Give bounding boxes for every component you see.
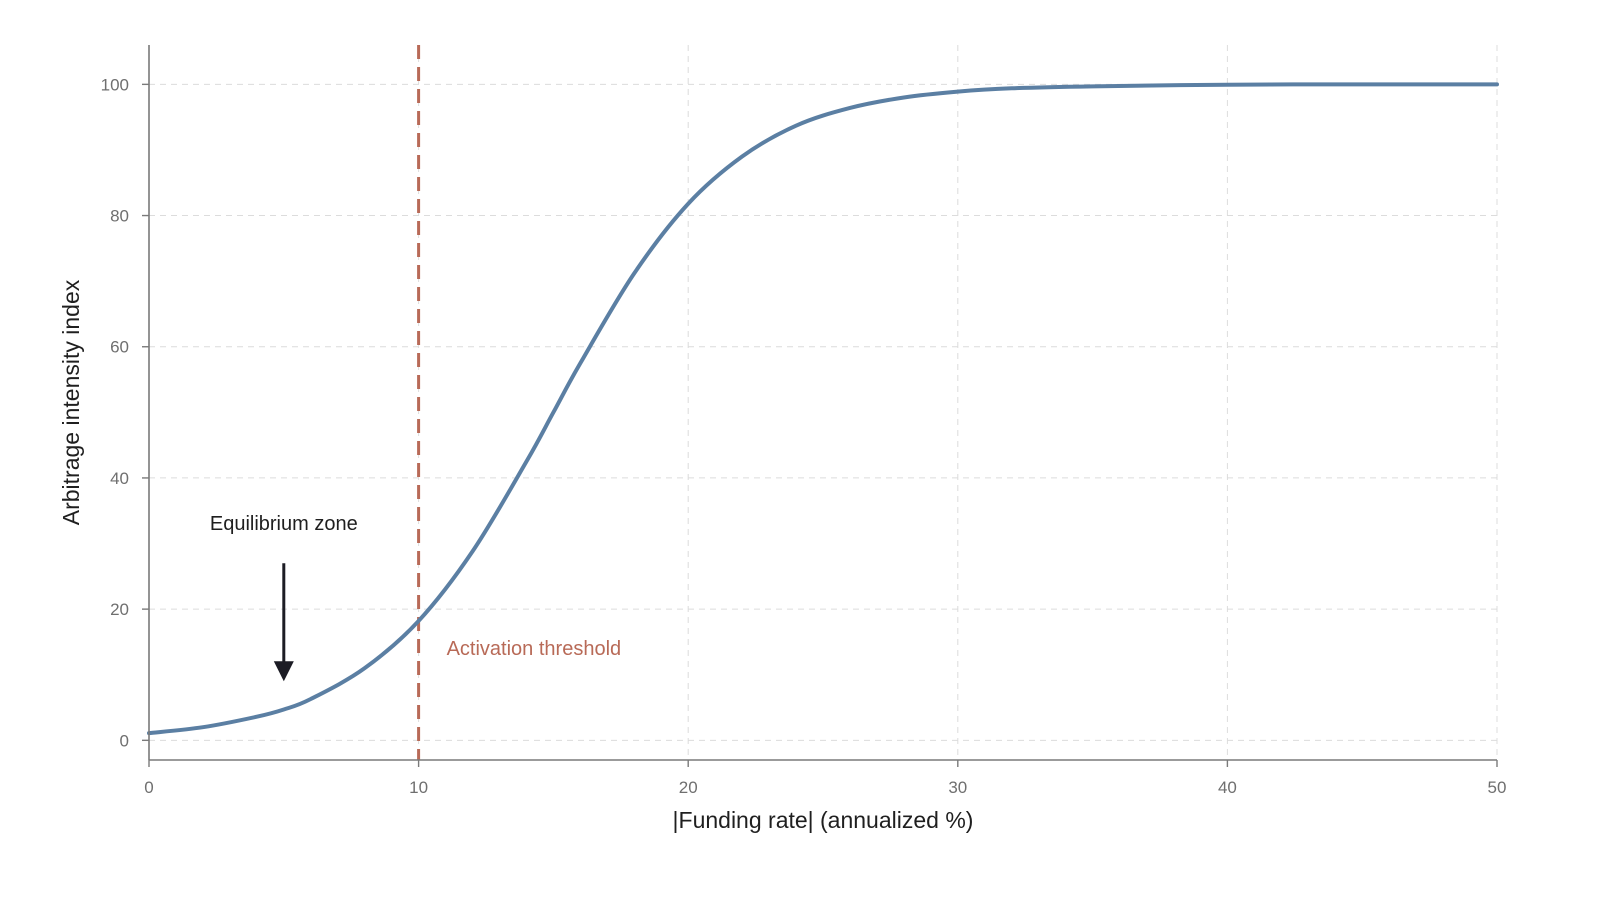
x-tick-label: 10 bbox=[409, 778, 428, 797]
x-axis-title: |Funding rate| (annualized %) bbox=[673, 807, 974, 833]
annotation-group bbox=[273, 563, 294, 682]
annotation-arrowhead bbox=[273, 661, 294, 682]
x-tick-label: 30 bbox=[948, 778, 967, 797]
y-tick-label: 20 bbox=[110, 600, 129, 619]
y-tick-label: 100 bbox=[101, 75, 129, 94]
axes: 0 20 40 60 80 100 0 10 20 30 40 50 bbox=[101, 45, 1507, 797]
y-axis-title: Arbitrage intensity index bbox=[58, 279, 84, 525]
y-tick-label: 80 bbox=[110, 207, 129, 226]
threshold-label: Activation threshold bbox=[447, 638, 622, 660]
grid bbox=[149, 45, 1498, 760]
y-tick-label: 40 bbox=[110, 469, 129, 488]
annotation-label: Equilibrium zone bbox=[210, 513, 358, 535]
x-tick-label: 20 bbox=[679, 778, 698, 797]
x-tick-label: 50 bbox=[1488, 778, 1507, 797]
series-group bbox=[147, 82, 1499, 736]
series-line bbox=[147, 82, 1499, 736]
x-tick-label: 0 bbox=[144, 778, 153, 797]
y-tick-label: 60 bbox=[110, 338, 129, 357]
x-tick-label: 40 bbox=[1218, 778, 1237, 797]
y-tick-label: 0 bbox=[120, 731, 129, 750]
